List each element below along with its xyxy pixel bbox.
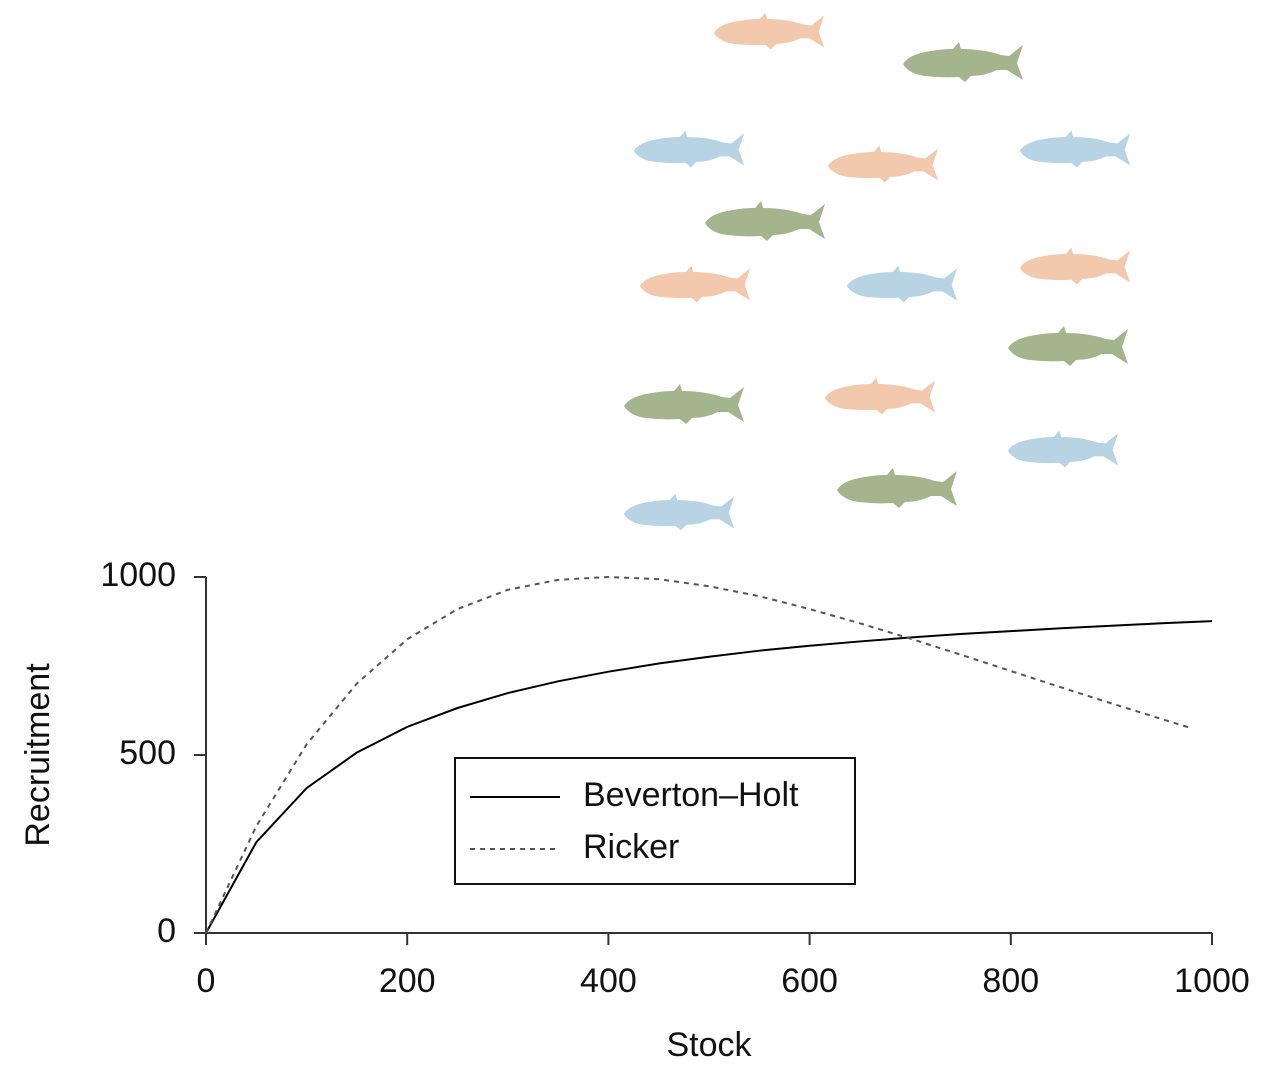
- legend-label: Beverton–Holt: [583, 776, 799, 814]
- legend-label: Ricker: [583, 828, 679, 866]
- legend-box: [454, 757, 856, 885]
- x-tick-label: 400: [580, 962, 637, 1000]
- x-axis-label: Stock: [666, 1026, 752, 1064]
- x-tick-label: 600: [781, 962, 838, 1000]
- x-tick-label: 1000: [1174, 962, 1250, 1000]
- x-tick-label: 200: [379, 962, 436, 1000]
- y-tick-label: 1000: [100, 556, 176, 594]
- y-axis-label: Recruitment: [19, 663, 57, 847]
- series-line: [205, 575, 1193, 934]
- series-line: [205, 620, 1213, 934]
- x-tick-label: 0: [197, 962, 216, 1000]
- x-tick-label: 800: [982, 962, 1039, 1000]
- y-tick-label: 0: [157, 912, 176, 950]
- fish-decoration: [623, 12, 1131, 531]
- y-tick-label: 500: [119, 734, 176, 772]
